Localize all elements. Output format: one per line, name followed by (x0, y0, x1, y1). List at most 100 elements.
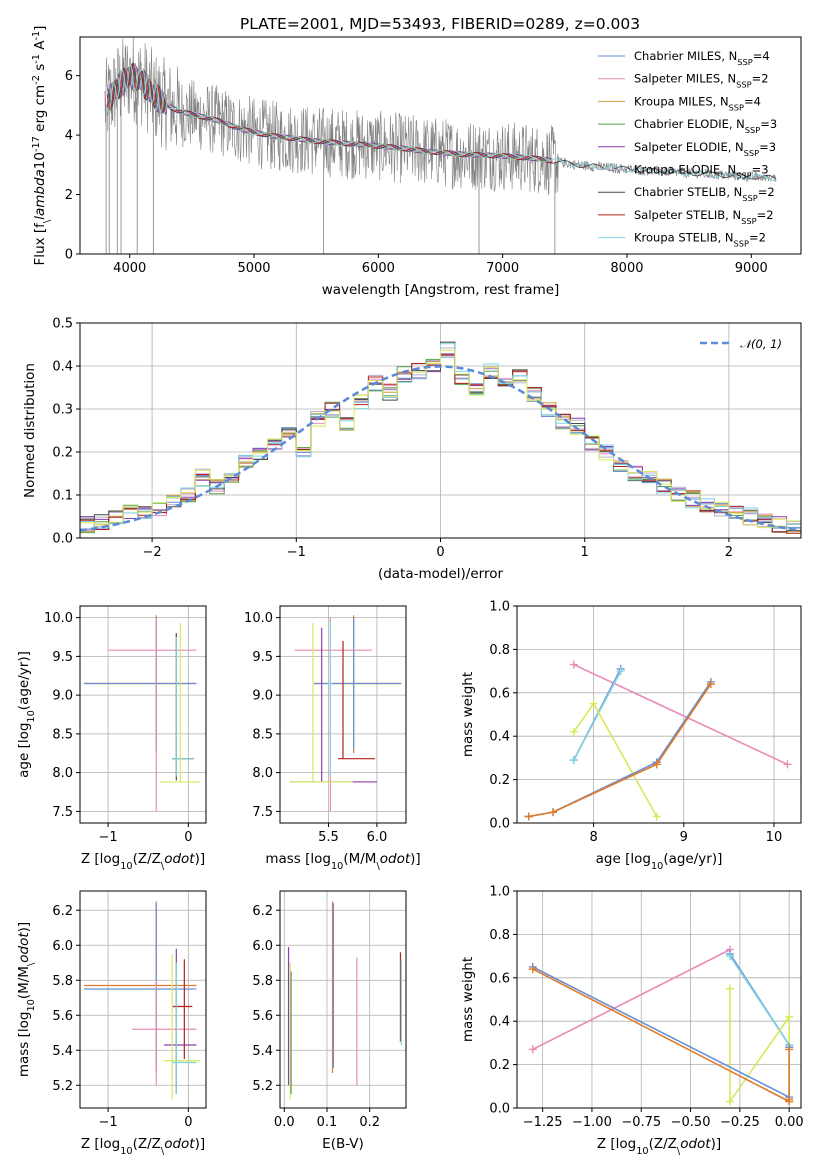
age-vs-metallicity-plot: −1 0 7.5 8.0 8.5 9.0 9.5 10.0 Z [log10​(Z/Z\​odo… (16, 605, 207, 872)
axes-frame (279, 890, 407, 1109)
x-axis-label: E(B-V) (322, 1136, 364, 1152)
massweight-line-5 (532, 968, 790, 1103)
y-tick-label: 0.8 (489, 928, 510, 943)
y-tick-label: 1.0 (489, 885, 510, 900)
plot-area (524, 660, 792, 821)
x-tick-label: −1.25 (523, 1115, 563, 1130)
legend-label: Chabrier STELIB, NSSP​=2 (634, 185, 775, 203)
model-spectrum-4 (106, 64, 553, 162)
y-tick-label: 6.0 (252, 939, 273, 954)
residual-legend: 𝒩(0, 1) (700, 337, 782, 351)
y-tick-label: 5.8 (252, 974, 273, 989)
massweight-line-2 (573, 670, 622, 761)
y-tick-label: 0.2 (489, 1058, 510, 1073)
data-point-marker (785, 1095, 794, 1104)
legend-label: Chabrier MILES, NSSP​=4 (634, 49, 770, 67)
x-tick-label: 10 (766, 830, 783, 845)
y-axis-label: mass weight (460, 672, 476, 757)
y-tick-label: 0.2 (489, 773, 510, 788)
data-point-marker (706, 680, 715, 689)
axes-frame (516, 890, 802, 1109)
y-tick-label: 10.0 (44, 611, 73, 626)
y-tick-label: 7.5 (252, 805, 273, 820)
x-tick-label: −0.25 (720, 1115, 760, 1130)
axes-frame (279, 605, 407, 824)
x-tick-label: 5.5 (318, 830, 339, 845)
data-point-marker (652, 760, 661, 769)
x-tick-label: 5000 (237, 261, 270, 276)
x-tick-label: 9000 (735, 261, 768, 276)
x-tick-label: −1 (287, 545, 306, 560)
axes-frame (79, 605, 207, 824)
y-tick-label: 8.0 (252, 766, 273, 781)
x-tick-label: 0.0 (274, 1115, 295, 1130)
y-tick-label: 0.0 (489, 817, 510, 832)
x-tick-label: 1 (581, 545, 589, 560)
y-tick-label: 9.0 (52, 689, 73, 704)
x-tick-label: −1 (99, 1115, 118, 1130)
y-tick-label: 4 (65, 129, 73, 144)
massweight-line-5 (528, 683, 712, 818)
data-point-marker (785, 1012, 794, 1021)
data-point-marker (616, 667, 625, 676)
data-point-marker (528, 965, 537, 974)
y-tick-label: 8.5 (52, 727, 73, 742)
y-tick-label: 8.0 (52, 766, 73, 781)
y-tick-label: 5.4 (252, 1044, 273, 1059)
spectrum-plot: 4000 5000 6000 7000 8000 9000 0 2 4 6 wavelength [… (31, 26, 802, 298)
x-tick-label: −1 (99, 830, 118, 845)
observed-spectrum (104, 37, 777, 195)
y-axis-label: mass weight (460, 957, 476, 1042)
plot-area (84, 615, 201, 812)
x-tick-label: 0.00 (775, 1115, 804, 1130)
massweight-line-0 (573, 663, 788, 766)
y-tick-label: 8.5 (252, 727, 273, 742)
plot-area (104, 37, 777, 254)
x-tick-label: 4000 (113, 261, 146, 276)
data-point-marker (652, 812, 661, 821)
data-point-marker (549, 808, 558, 817)
y-tick-label: 0.0 (489, 1102, 510, 1117)
legend-label: Kroupa STELIB, NSSP​=2 (634, 231, 766, 249)
x-tick-label: −0.50 (671, 1115, 711, 1130)
y-tick-label: 9.5 (252, 650, 273, 665)
data-point-marker (785, 1045, 794, 1054)
y-tick-label: 0.8 (489, 643, 510, 658)
model-spectrum-8 (106, 64, 777, 181)
model-spectrum-6 (106, 61, 777, 180)
legend-label: 𝒩(0, 1) (740, 337, 782, 351)
mass-vs-metallicity-plot: −1 0 5.2 5.4 5.6 5.8 6.0 6.2 Z [log10​(Z/Z\​odot… (16, 890, 207, 1157)
data-point-marker (569, 660, 578, 669)
massweight-line-2 (729, 955, 790, 1046)
x-tick-label: 0.1 (317, 1115, 338, 1130)
data-point-marker (569, 727, 578, 736)
y-tick-label: 0.6 (489, 971, 510, 986)
data-point-marker (726, 984, 734, 993)
age-vs-mass-plot: 5.5 6.0 7.5 8.0 8.5 9.0 9.5 10.0 mass [log10​(M/… (244, 605, 421, 872)
figure-title: PLATE=2001, MJD=53493, FIBERID=0289, z=0… (240, 15, 640, 33)
y-tick-label: 6.2 (252, 904, 273, 919)
y-tick-label: 0.0 (52, 532, 73, 547)
x-tick-label: 9 (680, 830, 688, 845)
axes-frame (516, 605, 802, 824)
legend-label: Salpeter MILES, NSSP​=2 (634, 72, 769, 90)
y-tick-label: 0.1 (52, 489, 73, 504)
y-tick-label: 10.0 (244, 611, 273, 626)
y-tick-label: 9.5 (52, 650, 73, 665)
y-axis-label: Flux [f\​lambda10-17​ erg cm-2​ s-1​ A-1… (31, 26, 53, 266)
y-tick-label: 0.4 (489, 730, 510, 745)
x-tick-label: 0 (436, 545, 444, 560)
normal-curve (80, 365, 801, 532)
y-tick-label: 5.8 (52, 974, 73, 989)
y-tick-label: 5.6 (52, 1009, 73, 1024)
massweight-line-3 (573, 702, 658, 817)
legend-label: Salpeter ELODIE, NSSP​=3 (634, 140, 776, 158)
massweight-vs-age-plot: 8 9 10 0.0 0.2 0.4 0.6 0.8 1.0 age [log10​(age/yr… (460, 600, 802, 872)
y-tick-label: 6.0 (52, 939, 73, 954)
residuals-plot: −2 −1 0 1 2 0.0 0.1 0.2 0.3 0.4 0.5 (data-model)/er… (22, 317, 802, 582)
plot-area (287, 901, 402, 1100)
plot-area (80, 341, 801, 538)
plot-area (84, 901, 201, 1100)
spectrum-legend: Chabrier MILES, NSSP​=4 Salpeter MILES, N… (598, 49, 777, 249)
